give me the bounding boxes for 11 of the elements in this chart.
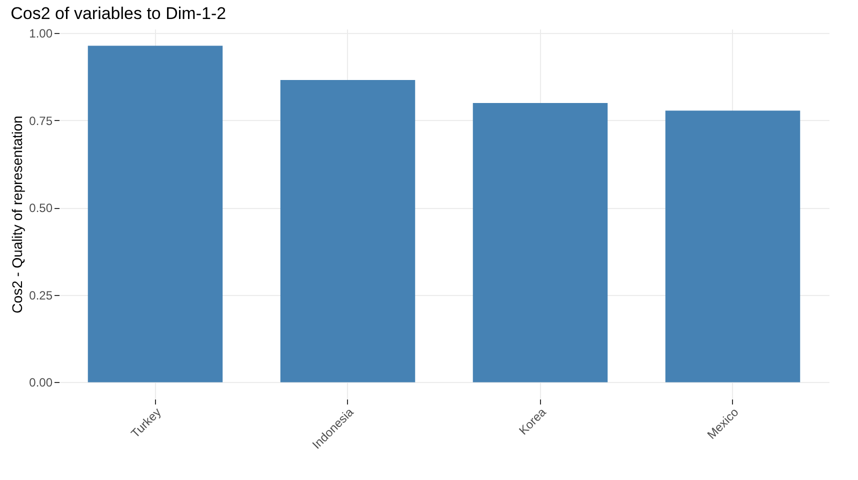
y-tick-label: 0.25 — [29, 288, 53, 302]
y-tick-label: 0.50 — [29, 201, 53, 216]
y-tick-label: 0.00 — [29, 376, 53, 390]
y-axis-title: Cos2 - Quality of representation — [9, 116, 26, 314]
y-tick-label: 1.00 — [29, 26, 53, 41]
bar — [665, 110, 800, 382]
y-tick-label: 0.75 — [29, 114, 53, 128]
bar — [472, 103, 608, 382]
chart-title: Cos2 of variables to Dim-1-2 — [10, 4, 226, 24]
bar — [280, 80, 416, 382]
bar — [88, 46, 223, 382]
